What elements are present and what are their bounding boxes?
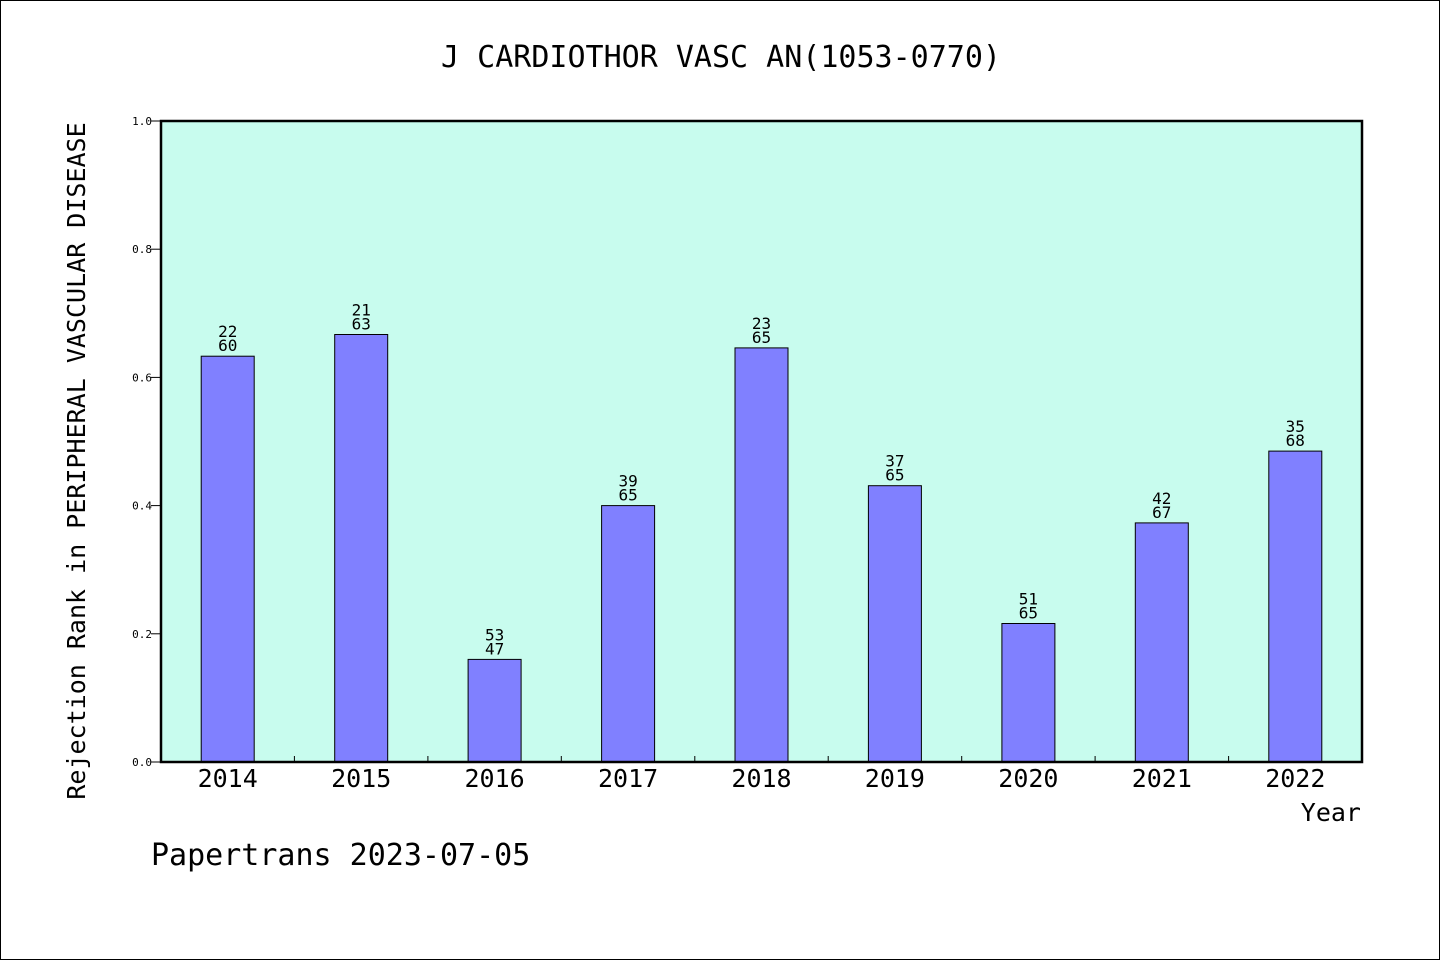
bar-label-top: 53 <box>485 625 504 644</box>
x-tick-label: 2021 <box>1132 764 1192 793</box>
bar-label-top: 35 <box>1286 417 1305 436</box>
footer-text: Papertrans 2023-07-05 <box>151 838 530 873</box>
bar-label-top: 51 <box>1019 590 1038 609</box>
x-tick-label: 2020 <box>998 764 1058 793</box>
bar-2021 <box>1134 522 1189 763</box>
y-tick-label: 0.6 <box>132 371 152 384</box>
bar-2020 <box>1001 623 1056 763</box>
x-tick-label: 2015 <box>331 764 391 793</box>
y-tick-label: 0.4 <box>132 500 152 513</box>
bar-label-bottom: 65 <box>752 328 771 347</box>
bar-label-top: 22 <box>218 322 237 341</box>
ticks-layer: 2014 2015 2016 2017 2018 2019 2020 2021 2022 0.0 0… <box>132 115 1325 793</box>
bar-2014 <box>200 355 255 763</box>
x-axis-label: Year <box>1301 798 1361 827</box>
y-axis-label: Rejection Rank in PERIPHERAL VASCULAR DI… <box>62 122 91 799</box>
bar-2016 <box>467 658 522 763</box>
bar-2022 <box>1268 450 1323 763</box>
bar-2017 <box>601 505 656 763</box>
bar-label-bottom: 65 <box>1019 604 1038 623</box>
bar-2018 <box>734 347 789 763</box>
bar-label-bottom: 68 <box>1286 431 1305 450</box>
bar-2015 <box>334 334 389 763</box>
bar-label-top: 23 <box>752 314 771 333</box>
bar-label-top: 37 <box>885 452 904 471</box>
bar-label-top: 42 <box>1152 489 1171 508</box>
x-tick-label: 2017 <box>598 764 658 793</box>
x-tick-label: 2018 <box>731 764 791 793</box>
bar-label-bottom: 60 <box>218 336 237 355</box>
bar-label-bottom: 67 <box>1152 503 1171 522</box>
y-tick-label: 0.8 <box>132 243 152 256</box>
bar-label-bottom: 65 <box>885 466 904 485</box>
x-tick-label: 2014 <box>198 764 258 793</box>
x-tick-label: 2016 <box>464 764 524 793</box>
bar-label-bottom: 63 <box>352 315 371 334</box>
plot-border <box>159 119 1364 764</box>
y-tick-label: 0.2 <box>132 628 152 641</box>
bar-label-bottom: 47 <box>485 639 504 658</box>
bar-label-top: 39 <box>618 472 637 491</box>
y-tick-label: 1.0 <box>132 115 152 128</box>
bar-label-top: 21 <box>352 301 371 320</box>
y-tick-label: 0.0 <box>132 756 152 769</box>
x-tick-label: 2019 <box>865 764 925 793</box>
bar-label-bottom: 65 <box>618 486 637 505</box>
bar-2019 <box>867 485 922 763</box>
x-tick-label: 2022 <box>1265 764 1325 793</box>
chart-title: J CARDIOTHOR VASC AN(1053-0770) <box>441 40 1001 75</box>
